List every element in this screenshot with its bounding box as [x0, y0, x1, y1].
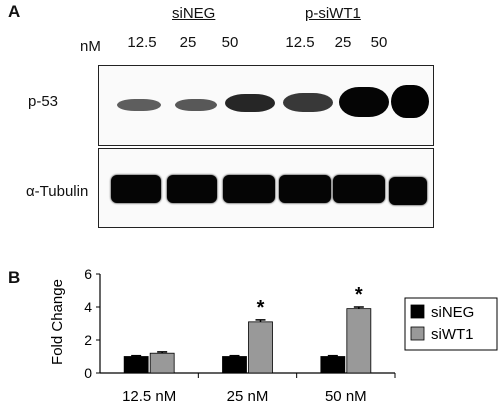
conc-label-1: 12.5 [127, 34, 157, 51]
conc-label-5: 25 [334, 34, 352, 51]
conc-label-3: 50 [221, 34, 239, 51]
bar-siNEG-2 [320, 356, 346, 374]
y-tick-label-2: 4 [84, 299, 92, 315]
y-tick-label-3: 6 [84, 266, 92, 282]
y-tick-label-0: 0 [84, 365, 92, 381]
band-p53-5 [339, 87, 389, 117]
band-p53-6 [391, 85, 429, 118]
blot-p53 [98, 65, 434, 146]
band-tubulin-2 [167, 175, 217, 203]
band-tubulin-1 [111, 175, 161, 203]
band-p53-1 [117, 99, 161, 111]
x-tick-label-2: 50 nM [325, 388, 367, 405]
band-p53-3 [225, 94, 275, 112]
band-tubulin-3 [223, 175, 275, 203]
band-tubulin-6 [389, 177, 427, 205]
legend-label-siNEG: siNEG [431, 304, 474, 321]
band-tubulin-5 [333, 175, 385, 203]
band-p53-4 [283, 93, 333, 112]
group-label-sineg: siNEG [172, 5, 216, 22]
band-p53-2 [175, 99, 217, 111]
y-axis-label: Fold Change [49, 279, 66, 365]
conc-label-4: 12.5 [285, 34, 315, 51]
unit-label: nM [80, 38, 101, 55]
y-tick-label-1: 2 [84, 332, 92, 348]
row-label-p53: p-53 [28, 93, 59, 110]
bar-siNEG-0 [123, 356, 149, 374]
conc-label-6: 50 [370, 34, 388, 51]
conc-label-2: 25 [179, 34, 197, 51]
bar-siWT1-1 [248, 321, 273, 374]
panel-a-letter: A [8, 2, 21, 21]
significance-asterisk-1: * [257, 297, 265, 319]
x-tick-label-1: 25 nM [227, 388, 269, 405]
bar-siWT1-2 [346, 308, 372, 374]
legend-swatch-siWT1 [410, 326, 425, 341]
group-label-psiwt1: p-siWT1 [305, 5, 361, 22]
row-label-tubulin: α-Tubulin [26, 183, 89, 200]
significance-asterisk-2: * [355, 284, 363, 306]
bar-siWT1-0 [149, 352, 175, 374]
legend-label-siWT1: siWT1 [431, 326, 474, 343]
x-tick-label-0: 12.5 nM [122, 388, 176, 405]
legend-swatch-siNEG [410, 304, 425, 319]
band-tubulin-4 [279, 175, 331, 203]
panel-b-letter: B [8, 268, 21, 287]
blot-tubulin [98, 148, 434, 228]
bar-siNEG-1 [222, 356, 247, 374]
